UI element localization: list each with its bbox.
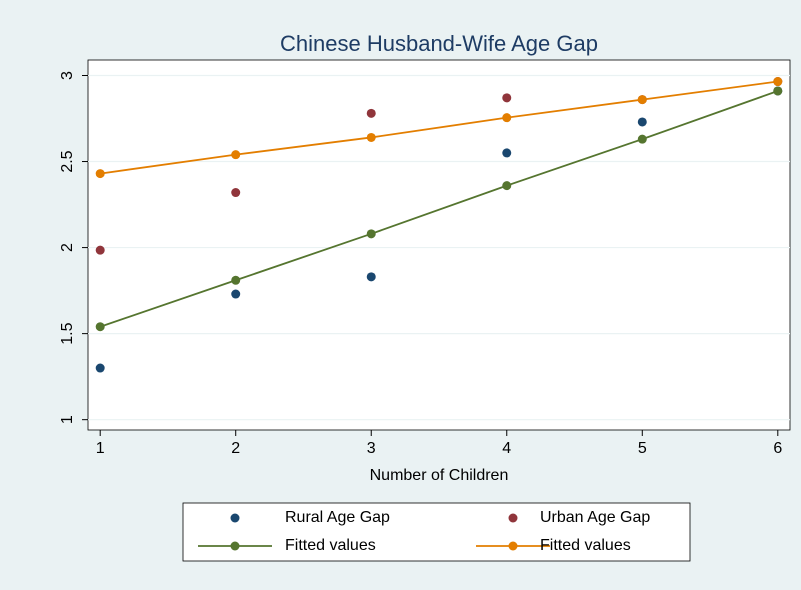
legend-label: Rural Age Gap — [285, 509, 390, 526]
point — [773, 77, 783, 87]
legend-marker — [230, 541, 240, 551]
y-tick-label: 2 — [59, 243, 76, 252]
chart-title: Chinese Husband-Wife Age Gap — [280, 31, 598, 56]
point — [231, 188, 241, 198]
legend-label: Urban Age Gap — [540, 509, 650, 526]
legend-marker — [508, 513, 518, 523]
legend-marker — [230, 513, 240, 523]
point — [637, 117, 647, 127]
legend-marker — [508, 541, 518, 551]
plot-area — [87, 59, 791, 431]
y-tick-label: 1.5 — [59, 322, 76, 344]
point — [502, 148, 512, 158]
point — [366, 108, 376, 118]
x-tick-label: 2 — [231, 440, 240, 457]
y-tick-label: 1 — [59, 415, 76, 424]
point — [95, 169, 105, 179]
y-tick-label: 2.5 — [59, 150, 76, 172]
point — [502, 93, 512, 103]
point — [637, 134, 647, 144]
x-tick-label: 4 — [502, 440, 511, 457]
fit-line — [100, 80, 778, 175]
y-tick-label: 3 — [59, 71, 76, 80]
point — [95, 245, 105, 255]
legend-label: Fitted values — [540, 537, 631, 554]
point — [773, 86, 783, 96]
point — [231, 275, 241, 285]
point — [231, 150, 241, 160]
point — [366, 132, 376, 142]
point — [502, 181, 512, 191]
x-tick-label: 5 — [638, 440, 647, 457]
point — [95, 363, 105, 373]
point — [231, 289, 241, 299]
legend-label: Fitted values — [285, 537, 376, 554]
x-axis-label: Number of Children — [370, 467, 509, 484]
x-tick-label: 1 — [96, 440, 105, 457]
x-tick-label: 3 — [367, 440, 376, 457]
legend — [182, 502, 691, 562]
point — [637, 95, 647, 105]
fit-line — [99, 90, 779, 328]
point — [95, 322, 105, 332]
x-tick-label: 6 — [773, 440, 782, 457]
point — [366, 272, 376, 282]
point — [366, 229, 376, 239]
point — [502, 113, 512, 123]
